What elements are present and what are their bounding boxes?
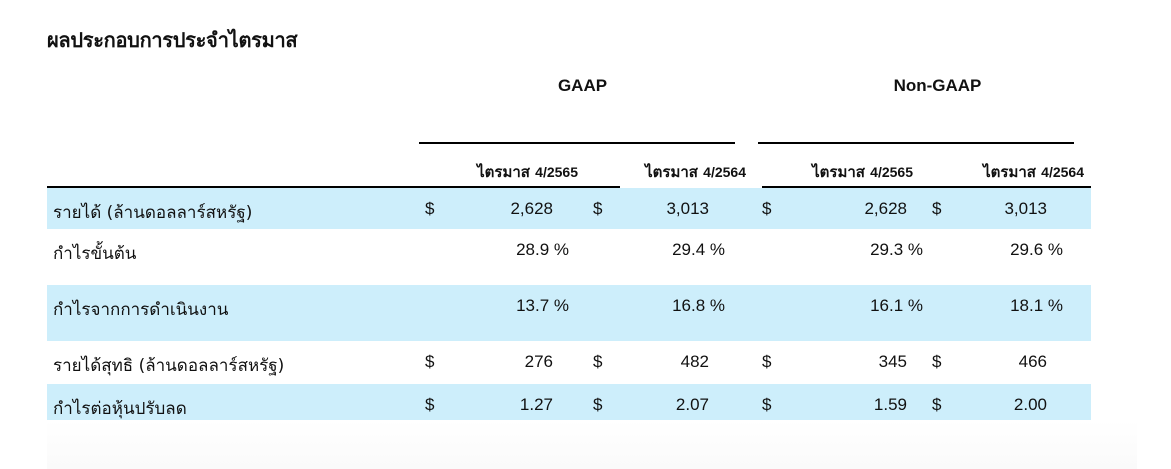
table-cell-value: 16.8 % — [672, 296, 725, 315]
column-header-period: 4/2564 — [703, 164, 746, 180]
table-row: รายได้ (ล้านดอลลาร์สหรัฐ) $2,628 $3,013 $2,… — [47, 188, 1091, 229]
currency-symbol: $ — [593, 352, 603, 371]
table-cell-value: 2.00 — [1013, 395, 1047, 414]
column-header-label: ไตรมาส — [983, 163, 1036, 181]
page-title: ผลประกอบการประจำไตรมาส — [47, 28, 298, 52]
row-label: กำไรจากการดำเนินงาน — [53, 300, 229, 320]
table-cell-value: 2,628 — [864, 199, 907, 218]
table-row: รายได้สุทธิ (ล้านดอลลาร์สหรัฐ) $276 $482 $3… — [47, 341, 1091, 384]
table-row: กำไรต่อหุ้นปรับลด $1.27 $2.07 $1.59 $2.00 — [47, 384, 1091, 420]
table-row: กำไรจากการดำเนินงาน 13.7 % 16.8 % 16.1 % 18.… — [47, 285, 1091, 341]
column-header-label: ไตรมาส — [477, 163, 530, 181]
table-cell-value: 1.59 — [873, 395, 907, 414]
table-cell-value: 29.4 % — [672, 240, 725, 259]
gaap-group-title: GAAP — [557, 76, 608, 95]
column-header-period: 4/2565 — [870, 164, 913, 180]
row-label: กำไรขั้นต้น — [53, 244, 137, 264]
table-cell-value: 16.1 % — [870, 296, 923, 315]
currency-symbol: $ — [593, 395, 603, 414]
table-cell-value: 29.6 % — [1010, 240, 1063, 259]
table-cell-value: 345 — [878, 352, 907, 371]
row-label: รายได้สุทธิ (ล้านดอลลาร์สหรัฐ) — [53, 356, 285, 376]
table-cell-value: 2.07 — [675, 395, 709, 414]
table-cell-value: 3,013 — [1004, 199, 1047, 218]
column-header-label: ไตรมาส — [645, 163, 698, 181]
table-row: กำไรขั้นต้น 28.9 % 29.4 % 29.3 % 29.6 % — [47, 229, 1091, 285]
column-header-period: 4/2564 — [1041, 164, 1084, 180]
row-label: กำไรต่อหุ้นปรับลด — [53, 399, 187, 419]
header-rule-non-gaap — [762, 186, 1091, 188]
table-cell-value: 482 — [680, 352, 709, 371]
gaap-group-rule — [419, 142, 735, 144]
table-cell-value: 29.3 % — [870, 240, 923, 259]
column-header-period: 4/2565 — [535, 164, 578, 180]
currency-symbol: $ — [932, 352, 942, 371]
currency-symbol: $ — [593, 199, 603, 218]
column-header: ไตรมาส 4/2564 — [610, 160, 746, 184]
table-cell-value: 276 — [524, 352, 553, 371]
table-cell-value: 28.9 % — [516, 240, 569, 259]
currency-symbol: $ — [425, 199, 435, 218]
currency-symbol: $ — [762, 199, 772, 218]
column-header: ไตรมาส 4/2564 — [945, 160, 1084, 184]
table-cell-value: 1.27 — [519, 395, 553, 414]
table-cell-value: 13.7 % — [516, 296, 569, 315]
currency-symbol: $ — [762, 395, 772, 414]
non-gaap-group-rule — [758, 142, 1074, 144]
table-cell-value: 2,628 — [510, 199, 553, 218]
currency-symbol: $ — [762, 352, 772, 371]
table-cell-value: 18.1 % — [1010, 296, 1063, 315]
row-label: รายได้ (ล้านดอลลาร์สหรัฐ) — [53, 203, 253, 223]
page-footer-shade — [47, 420, 1137, 469]
currency-symbol: $ — [932, 199, 942, 218]
currency-symbol: $ — [932, 395, 942, 414]
header-rule-gaap — [47, 186, 620, 188]
table-cell-value: 3,013 — [666, 199, 709, 218]
currency-symbol: $ — [425, 395, 435, 414]
column-header-label: ไตรมาส — [812, 163, 865, 181]
column-header: ไตรมาส 4/2565 — [775, 160, 913, 184]
non-gaap-group-title: Non-GAAP — [893, 76, 982, 95]
table-cell-value: 466 — [1018, 352, 1047, 371]
column-header: ไตรมาส 4/2565 — [440, 160, 578, 184]
currency-symbol: $ — [425, 352, 435, 371]
